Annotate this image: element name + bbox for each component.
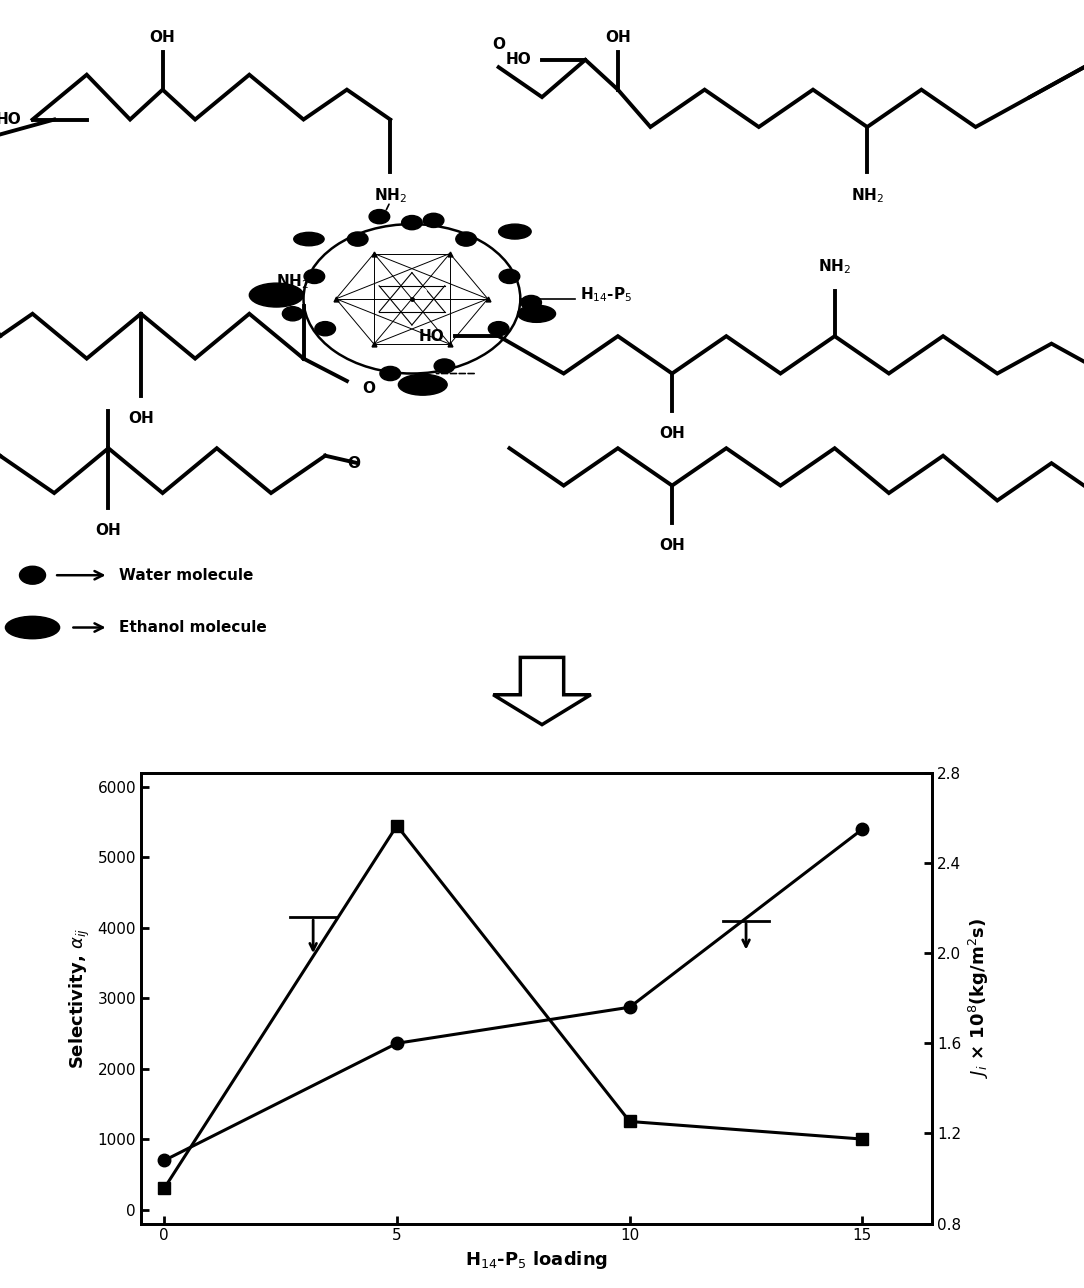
Text: OH: OH	[659, 426, 685, 440]
Circle shape	[488, 322, 509, 336]
Text: NH$_2$: NH$_2$	[374, 187, 406, 206]
Circle shape	[520, 295, 542, 309]
Text: NH$_2$: NH$_2$	[276, 273, 309, 291]
Y-axis label: $J_i$ × 10$^8$(kg/m$^2$s): $J_i$ × 10$^8$(kg/m$^2$s)	[967, 918, 991, 1078]
Circle shape	[499, 269, 520, 283]
Text: Ethanol molecule: Ethanol molecule	[119, 620, 267, 635]
Text: O: O	[362, 381, 375, 395]
Ellipse shape	[518, 305, 556, 322]
Circle shape	[434, 359, 455, 374]
Circle shape	[347, 232, 367, 246]
Ellipse shape	[294, 232, 324, 246]
Text: OH: OH	[659, 538, 685, 553]
X-axis label: H$_{14}$-P$_5$ loading: H$_{14}$-P$_5$ loading	[465, 1249, 608, 1271]
Text: NH$_2$: NH$_2$	[851, 187, 883, 206]
Text: NH$_2$: NH$_2$	[818, 258, 851, 277]
Circle shape	[369, 210, 390, 224]
Circle shape	[423, 214, 444, 228]
Ellipse shape	[249, 283, 304, 307]
Text: HO: HO	[505, 53, 531, 67]
Text: OH: OH	[95, 523, 121, 538]
Ellipse shape	[399, 375, 448, 395]
Ellipse shape	[5, 617, 60, 639]
Text: OH: OH	[605, 30, 631, 45]
Text: O: O	[347, 456, 360, 470]
Ellipse shape	[499, 224, 531, 240]
Text: Water molecule: Water molecule	[119, 568, 254, 582]
Y-axis label: Selectivity, $\alpha_{ij}$: Selectivity, $\alpha_{ij}$	[67, 927, 92, 1069]
Circle shape	[20, 567, 46, 585]
Text: OH: OH	[128, 411, 154, 426]
Text: O: O	[492, 37, 505, 53]
Text: HO: HO	[418, 328, 444, 344]
Circle shape	[379, 366, 401, 381]
Circle shape	[314, 322, 336, 336]
Circle shape	[282, 307, 304, 321]
Text: HO: HO	[0, 112, 22, 128]
Circle shape	[401, 215, 423, 229]
Circle shape	[304, 269, 325, 283]
Text: OH: OH	[150, 30, 176, 45]
Text: H$_{14}$-P$_5$: H$_{14}$-P$_5$	[580, 286, 632, 304]
Circle shape	[455, 232, 477, 246]
